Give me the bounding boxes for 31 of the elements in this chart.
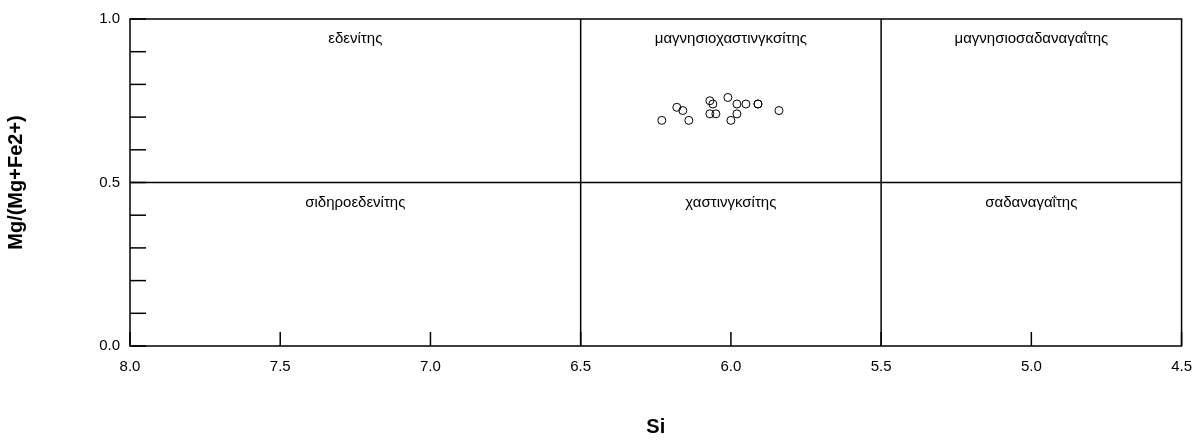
annotation: εδενίτης bbox=[328, 29, 383, 47]
annotation: χαστινγκσίτης bbox=[685, 192, 777, 210]
point bbox=[726, 115, 736, 125]
x-tick-label: 5.0 bbox=[1020, 357, 1042, 375]
point bbox=[774, 106, 784, 116]
annotation: σιδηροεδενίτης bbox=[305, 192, 406, 210]
point bbox=[741, 99, 751, 109]
annotation: μαγνησιοχαστινγκσίτης bbox=[654, 29, 808, 47]
point bbox=[711, 109, 721, 119]
point bbox=[672, 102, 682, 112]
point bbox=[678, 106, 688, 116]
y-tick-label: 1.0 bbox=[99, 9, 120, 27]
y-tick-label: 0.0 bbox=[99, 336, 120, 354]
point bbox=[657, 115, 667, 125]
x-tick-label: 4.5 bbox=[1171, 357, 1192, 375]
x-tick-label: 7.0 bbox=[420, 357, 441, 375]
point bbox=[705, 109, 715, 119]
x-tick-label: 6.0 bbox=[720, 357, 742, 375]
point bbox=[732, 109, 742, 119]
x-axis-title: Si bbox=[646, 414, 666, 437]
x-tick-label: 7.5 bbox=[269, 357, 291, 375]
point bbox=[723, 92, 733, 102]
point bbox=[732, 99, 742, 109]
y-axis-title: Mg/(Mg+Fe2+) bbox=[3, 115, 26, 250]
x-tick-label: 8.0 bbox=[119, 357, 141, 375]
annotation: σαδαναγαΐτης bbox=[985, 192, 1078, 210]
y-tick-label: 0.5 bbox=[99, 172, 120, 190]
point bbox=[684, 115, 694, 125]
annotation: μαγνησιοσαδαναγαΐτης bbox=[954, 29, 1109, 47]
x-tick-label: 5.5 bbox=[870, 357, 892, 375]
x-tick-label: 6.5 bbox=[570, 357, 592, 375]
